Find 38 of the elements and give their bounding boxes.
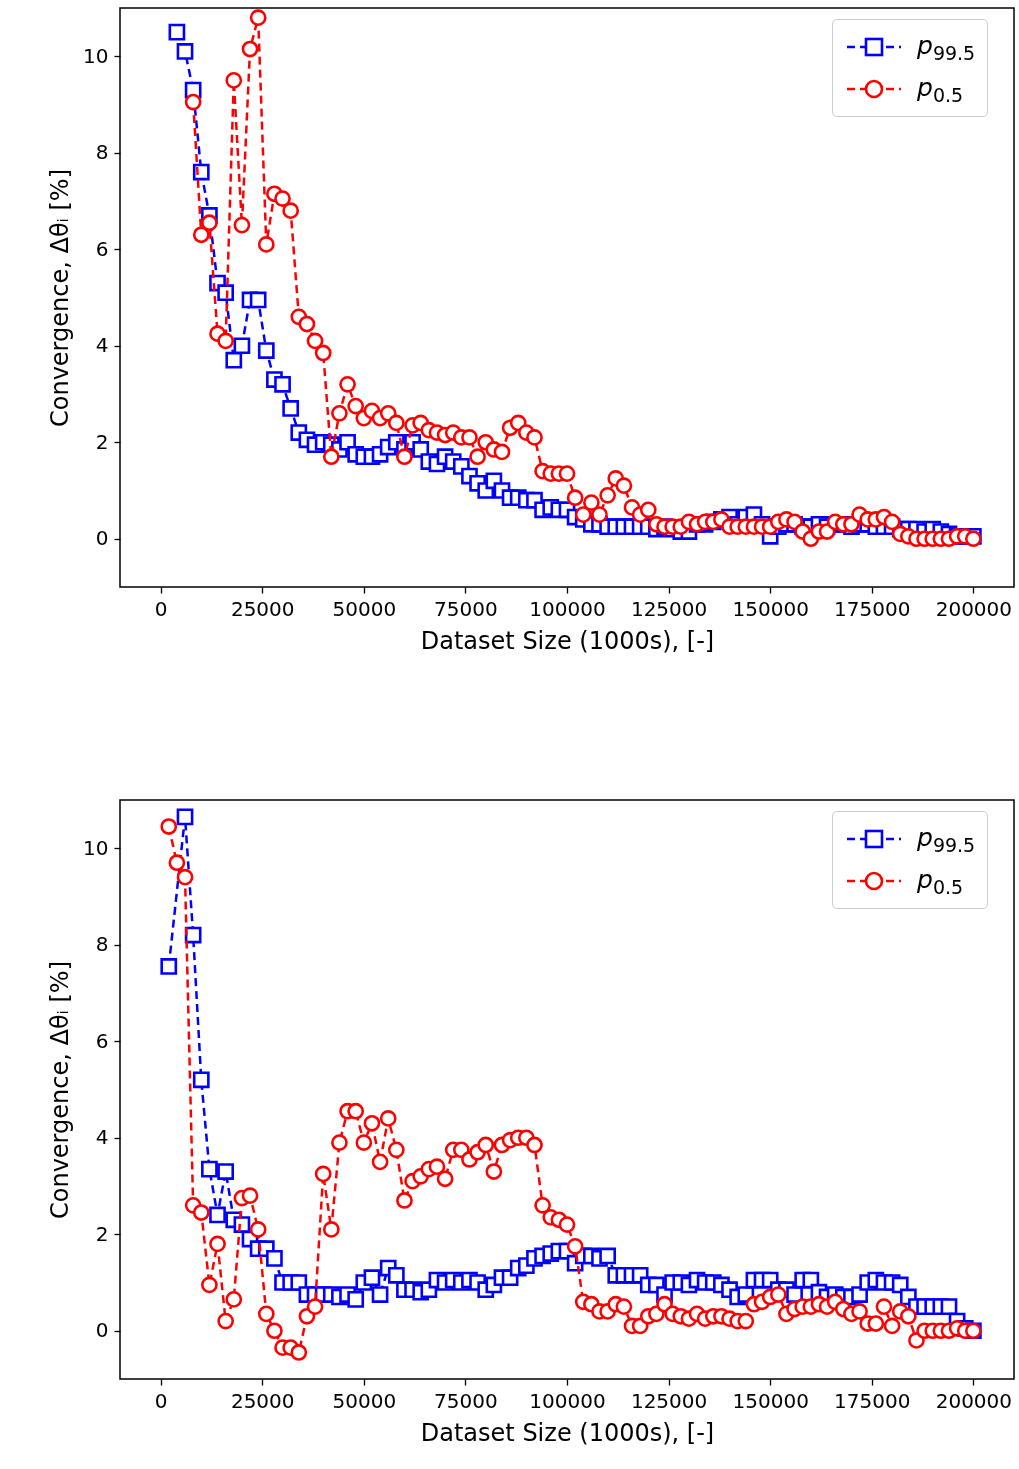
x-tick-label: 175000	[834, 1388, 911, 1413]
y-tick-label: 0	[95, 1318, 109, 1343]
x-tick-label: 50000	[332, 596, 397, 621]
x-tick-label: 25000	[230, 1388, 295, 1413]
y-tick-label: 6	[95, 1028, 109, 1053]
x-tick-label: 125000	[630, 596, 708, 621]
x-tick-label: 175000	[834, 596, 911, 621]
x-tick-label: 100000	[529, 596, 606, 621]
y-tick-label: 6	[95, 236, 109, 261]
x-tick-label: 150000	[732, 1388, 809, 1413]
x-tick-label: 200000	[935, 596, 1013, 621]
y-tick-label: 2	[95, 429, 109, 454]
y-axis-title: Convergence, Δθᵢ [%]	[46, 168, 75, 428]
legend-label: p$_{99.5}$	[917, 30, 976, 64]
y-tick-label: 4	[95, 1125, 109, 1150]
y-tick-label: 0	[95, 526, 109, 551]
legend-label: p$_{99.5}$	[917, 822, 976, 856]
x-tick-label: 75000	[434, 596, 498, 621]
y-tick-label: 10	[83, 835, 109, 860]
x-tick-label: 125000	[630, 1388, 708, 1413]
x-tick-label: 150000	[732, 596, 809, 621]
y-tick-label: 4	[95, 333, 109, 358]
x-tick-label: 75000	[434, 1388, 498, 1413]
x-tick-label: 25000	[230, 596, 295, 621]
y-tick-label: 10	[83, 43, 109, 68]
legend-label: p$_{0.5}$	[917, 864, 964, 898]
x-axis-title: Dataset Size (1000s), [-]	[420, 1418, 715, 1447]
x-axis-title: Dataset Size (1000s), [-]	[420, 626, 715, 655]
x-tick-label: 100000	[529, 1388, 606, 1413]
y-tick-label: 8	[95, 140, 109, 165]
x-tick-label: 200000	[935, 1388, 1013, 1413]
y-tick-label: 8	[95, 932, 109, 957]
x-tick-label: 50000	[332, 1388, 397, 1413]
x-tick-label: 0	[154, 596, 168, 621]
legend-label: p$_{0.5}$	[917, 72, 964, 106]
y-tick-label: 2	[95, 1221, 109, 1246]
x-tick-label: 0	[154, 1388, 168, 1413]
y-axis-title: Convergence, Δθᵢ [%]	[46, 960, 75, 1220]
